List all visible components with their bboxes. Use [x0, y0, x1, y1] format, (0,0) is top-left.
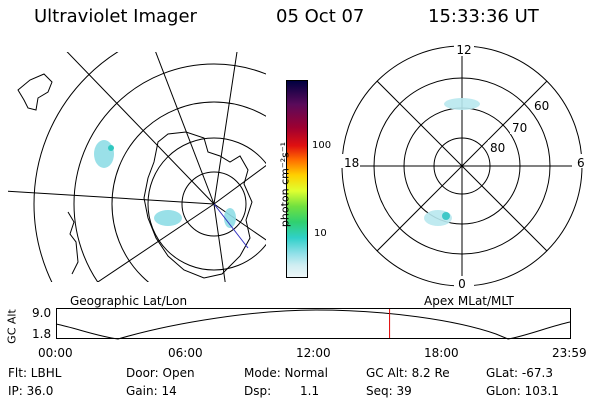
date-label: 05 Oct 07 — [276, 6, 365, 27]
mlat-label-60: 60 — [534, 99, 549, 113]
colorbar-label: photon cm⁻²s⁻¹ — [278, 141, 292, 228]
status-mode: Mode: Normal — [244, 366, 328, 380]
status-dsp-label: Dsp: — [244, 384, 272, 398]
polar-map-caption: Apex MLat/MLT — [424, 294, 514, 308]
sun-direction-line — [213, 203, 249, 249]
status-flt: Flt: LBHL — [8, 366, 62, 380]
mlt-label-12: 12 — [456, 43, 471, 57]
mlt-line — [376, 80, 548, 252]
geographic-map — [8, 52, 266, 282]
instrument-title: Ultraviolet Imager — [34, 6, 197, 27]
status-gain: Gain: 14 — [126, 384, 177, 398]
coastline — [17, 73, 53, 111]
status-glat: GLat: -67.3 — [486, 366, 553, 380]
geo-map-caption: Geographic Lat/Lon — [70, 294, 188, 308]
meridian-line — [213, 203, 226, 282]
colorbar-tick-100: 100 — [312, 140, 332, 151]
aurora-patch — [154, 210, 182, 226]
timeline-tick-2: 12:00 — [296, 346, 331, 360]
timeline-tick-3: 18:00 — [424, 346, 459, 360]
time-label: 15:33:36 UT — [428, 6, 539, 27]
altitude-curve — [55, 309, 571, 340]
meridian-line — [213, 164, 266, 205]
mlt-label-0: 0 — [458, 277, 466, 291]
coastline — [143, 131, 253, 279]
colorbar — [286, 80, 308, 278]
timeline-ylabel: GC Alt — [5, 309, 19, 344]
mlat-label-70: 70 — [512, 121, 527, 135]
timeline-tick-1: 06:00 — [168, 346, 203, 360]
lat-circle — [147, 137, 266, 271]
coastline — [67, 211, 79, 275]
status-dsp-value: 1.1 — [300, 384, 320, 398]
lat-circle — [73, 63, 266, 282]
lat-circle — [181, 171, 247, 237]
meridian-line — [213, 52, 238, 205]
aurora-patch — [444, 98, 480, 110]
mlt-label-18: 18 — [344, 156, 359, 170]
status-seq: Seq: 39 — [366, 384, 412, 398]
aurora-patch — [224, 208, 236, 228]
status-gc-alt: GC Alt: 8.2 Re — [366, 366, 450, 380]
lat-circle — [33, 52, 119, 282]
lat-circle — [111, 101, 266, 282]
polar-map: 12 0 18 6 60 70 80 — [340, 42, 588, 291]
status-glon: GLon: 103.1 — [486, 384, 559, 398]
meridian-line — [155, 52, 215, 205]
timeline-ymin: 1.8 — [32, 327, 52, 341]
altitude-timeline — [55, 308, 571, 340]
colorbar-tick-10: 10 — [314, 228, 327, 239]
mlt-label-6: 6 — [577, 156, 585, 170]
timeline-ymax: 9.0 — [32, 306, 52, 320]
status-door: Door: Open — [126, 366, 195, 380]
meridian-line — [66, 52, 215, 205]
status-ip: IP: 36.0 — [8, 384, 54, 398]
mlat-label-80: 80 — [490, 141, 505, 155]
meridian-line — [96, 203, 215, 282]
timeline-tick-0: 00:00 — [38, 346, 73, 360]
meridian-line — [8, 190, 215, 205]
aurora-patch — [94, 140, 114, 168]
timeline-tick-4: 23:59 — [552, 346, 587, 360]
